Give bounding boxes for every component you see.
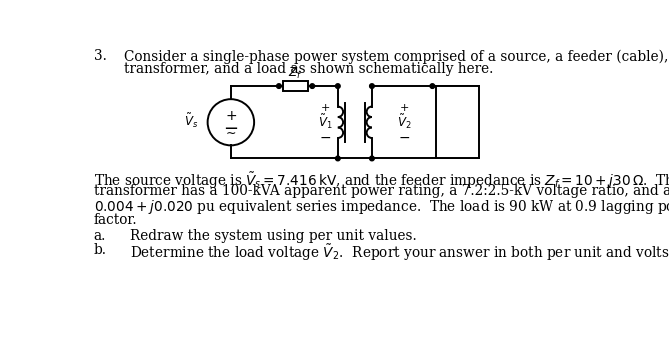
Text: Consider a single-phase power system comprised of a source, a feeder (cable), a: Consider a single-phase power system com…	[124, 49, 669, 63]
Circle shape	[276, 84, 281, 88]
Text: $\tilde{V}_2$: $\tilde{V}_2$	[397, 112, 411, 131]
Text: 3.: 3.	[94, 49, 106, 63]
Text: factor.: factor.	[94, 213, 137, 227]
Text: transformer, and a load as shown schematically here.: transformer, and a load as shown schemat…	[124, 62, 493, 76]
Text: $Z_f$: $Z_f$	[288, 66, 302, 81]
Text: $+$: $+$	[320, 102, 330, 113]
Circle shape	[369, 84, 374, 88]
Text: $-$: $-$	[223, 117, 238, 136]
Circle shape	[335, 156, 340, 161]
Bar	[436, 86, 479, 159]
Circle shape	[335, 84, 340, 88]
Circle shape	[310, 84, 314, 88]
Text: Redraw the system using per unit values.: Redraw the system using per unit values.	[130, 228, 417, 242]
Text: $0.004+j0.020$ pu equivalent series impedance.  The load is 90 kW at 0.9 lagging: $0.004+j0.020$ pu equivalent series impe…	[94, 198, 669, 217]
Text: a.: a.	[94, 228, 106, 242]
Circle shape	[369, 156, 374, 161]
Text: $\tilde{V}_1$: $\tilde{V}_1$	[318, 112, 332, 131]
Text: The source voltage is $\tilde{V}_s = 7.416\,\mathrm{kV}$, and the feeder impedan: The source voltage is $\tilde{V}_s = 7.4…	[94, 170, 669, 190]
Text: transformer has a 100-kVA apparent power rating, a 7.2:2.5-kV voltage ratio, and: transformer has a 100-kVA apparent power…	[94, 184, 669, 198]
Text: b.: b.	[94, 243, 106, 257]
Circle shape	[430, 84, 435, 88]
Bar	[283, 81, 308, 91]
Text: $-$: $-$	[398, 130, 410, 144]
Text: Determine the load voltage $\tilde{V}_2$.  Report your answer in both per unit a: Determine the load voltage $\tilde{V}_2$…	[130, 243, 669, 263]
Text: $S_2$: $S_2$	[451, 115, 464, 130]
Text: $\tilde{V}_s$: $\tilde{V}_s$	[184, 111, 198, 130]
Text: $∼$: $∼$	[225, 126, 236, 139]
Text: $-$: $-$	[319, 130, 331, 144]
Text: $+$: $+$	[399, 102, 409, 113]
Text: $+$: $+$	[225, 110, 237, 124]
